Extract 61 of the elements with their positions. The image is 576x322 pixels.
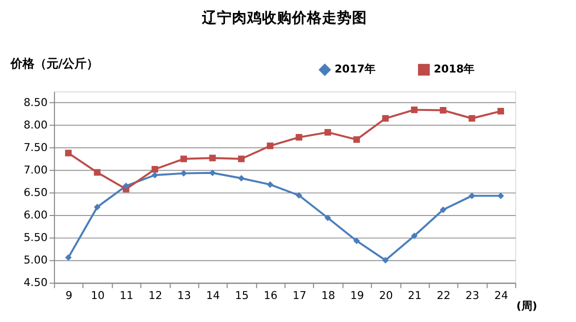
x-tick-label: 9: [65, 288, 72, 302]
x-axis-title: (周): [516, 300, 538, 313]
point: [180, 170, 187, 177]
point: [209, 170, 216, 176]
x-tick-label: 16: [264, 288, 278, 302]
point: [497, 192, 504, 200]
x-tick-label: 10: [90, 288, 105, 302]
point: [353, 238, 360, 244]
x-tick-label: 13: [177, 288, 192, 302]
x-tick-label: 22: [436, 288, 450, 302]
point: [296, 192, 302, 199]
x-tick-label: 24: [494, 288, 508, 302]
y-tick-label: 7.50: [24, 141, 48, 154]
point: [65, 254, 72, 261]
point: [324, 214, 332, 222]
y-tick-label: 8.00: [24, 118, 48, 132]
point: [94, 204, 100, 210]
point: [152, 166, 158, 173]
x-tick-label: 18: [321, 288, 336, 302]
point: [65, 150, 72, 156]
y-tick-label: 4.50: [24, 276, 48, 290]
point: [410, 106, 418, 114]
point: [180, 156, 187, 162]
x-tick-label: 15: [234, 288, 249, 302]
y-axis-title: 价格（元/公斤）: [9, 56, 99, 70]
x-tick-label: 19: [350, 288, 364, 302]
point: [266, 142, 274, 150]
y-tick-label: 7.00: [24, 164, 48, 177]
point: [468, 192, 476, 200]
point: [94, 169, 100, 176]
point: [324, 129, 332, 136]
point: [209, 154, 216, 162]
x-tick-label: 21: [408, 288, 422, 302]
x-tick-label: 11: [120, 288, 134, 302]
point: [353, 136, 360, 143]
x-tick-label: 17: [292, 288, 306, 302]
point: [122, 182, 130, 190]
x-tick-label: 23: [466, 288, 480, 302]
y-tick-label: 5.00: [24, 254, 48, 267]
legend-label: 2018年: [434, 62, 475, 76]
point: [440, 206, 446, 214]
legend-label: 2017年: [334, 62, 376, 76]
x-tick-label: 12: [148, 288, 162, 302]
y-tick-label: 5.50: [24, 231, 48, 244]
x-tick-label: 14: [206, 288, 220, 302]
point: [382, 115, 389, 122]
point: [238, 156, 245, 162]
chart-title: 辽宁肉鸡收购价格走势图: [201, 8, 368, 27]
point: [382, 256, 389, 264]
y-tick-label: 8.50: [24, 96, 48, 110]
point: [468, 115, 476, 122]
point: [152, 172, 158, 178]
point: [410, 232, 418, 240]
y-tick-label: 6.00: [24, 208, 48, 222]
x-tick-label: 20: [379, 288, 393, 302]
y-tick-label: 6.50: [24, 186, 48, 200]
point: [296, 134, 302, 141]
point: [497, 108, 504, 114]
point: [238, 174, 245, 182]
point: [440, 106, 446, 114]
point: [266, 181, 274, 188]
